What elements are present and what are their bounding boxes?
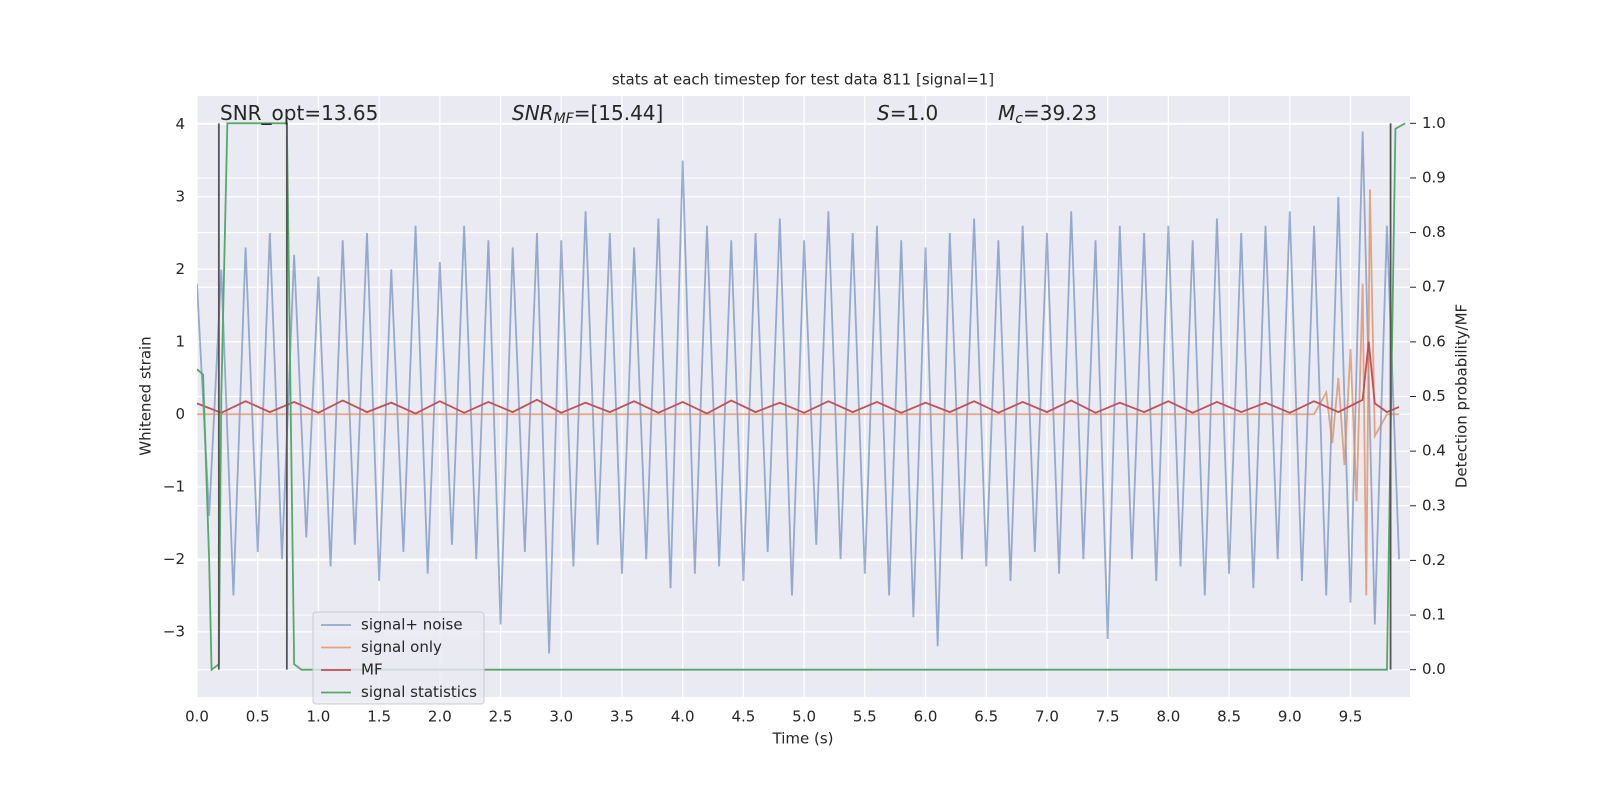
annotation: Mc=39.23 bbox=[998, 101, 1097, 128]
x-tick-label: 4.0 bbox=[671, 708, 695, 726]
series-line bbox=[197, 131, 1400, 654]
y2-tick-label: 0.6 bbox=[1422, 332, 1446, 350]
y-tick-label: 3 bbox=[175, 187, 185, 205]
series-line bbox=[197, 341, 1400, 415]
annotation: S=1.0 bbox=[877, 101, 938, 125]
x-tick-label: 3.5 bbox=[610, 708, 634, 726]
x-tick-label: 2.5 bbox=[489, 708, 513, 726]
x-tick-label: 4.5 bbox=[731, 708, 755, 726]
annotation-base: SNR_opt=13.65 bbox=[220, 101, 378, 125]
y-tick-label: 1 bbox=[175, 332, 185, 350]
x-tick-label: 5.0 bbox=[792, 708, 816, 726]
y2-tick-label: 0.4 bbox=[1422, 442, 1446, 460]
y2-tick-label: 0.7 bbox=[1422, 278, 1446, 296]
annotation-base: SNR bbox=[512, 101, 554, 125]
y-axis-label: Whitened strain bbox=[137, 336, 155, 455]
annotation-rest: =1.0 bbox=[890, 101, 939, 125]
y-tick-label: −1 bbox=[163, 477, 185, 495]
y2-tick-label: 1.0 bbox=[1422, 114, 1446, 132]
series-line bbox=[197, 122, 1406, 672]
x-tick-label: 7.0 bbox=[1035, 708, 1059, 726]
annotation-sub: MF bbox=[554, 111, 575, 127]
x-tick-label: 8.5 bbox=[1217, 708, 1241, 726]
y-tick-label: 4 bbox=[175, 115, 185, 133]
y2-tick-label: 0.0 bbox=[1422, 660, 1446, 678]
chart-title: stats at each timestep for test data 811… bbox=[612, 71, 994, 89]
legend-label: signal only bbox=[361, 638, 442, 656]
annotation: SNRMF=[15.44] bbox=[512, 101, 663, 128]
x-tick-label: 1.0 bbox=[306, 708, 330, 726]
annotation-base: M bbox=[998, 101, 1015, 125]
x-tick-label: 8.0 bbox=[1156, 708, 1180, 726]
legend-label: signal statistics bbox=[361, 683, 477, 701]
annotation-rest: =[15.44] bbox=[574, 101, 664, 125]
annotation: SNR_opt=13.65 bbox=[220, 101, 378, 125]
annotation-rest: =39.23 bbox=[1023, 101, 1097, 125]
x-tick-label: 6.5 bbox=[974, 708, 998, 726]
y2-tick-label: 0.8 bbox=[1422, 223, 1446, 241]
y2-tick-label: 0.9 bbox=[1422, 168, 1446, 186]
y2-tick-label: 0.3 bbox=[1422, 496, 1446, 514]
y2-tick-label: 0.5 bbox=[1422, 387, 1446, 405]
y2-axis-label: Detection probability/MF bbox=[1453, 304, 1471, 488]
legend-box bbox=[312, 611, 485, 705]
x-tick-label: 3.0 bbox=[549, 708, 573, 726]
x-tick-label: 9.5 bbox=[1339, 708, 1363, 726]
x-tick-label: 1.5 bbox=[367, 708, 391, 726]
legend-label: MF bbox=[361, 661, 383, 679]
annotation-base: S bbox=[877, 101, 890, 125]
annotation-sub: c bbox=[1015, 111, 1023, 127]
x-tick-label: 2.0 bbox=[428, 708, 452, 726]
y-tick-label: −3 bbox=[163, 622, 185, 640]
x-tick-label: 9.0 bbox=[1278, 708, 1302, 726]
y-tick-label: 0 bbox=[175, 405, 185, 423]
x-tick-label: 6.0 bbox=[914, 708, 938, 726]
x-tick-label: 0.5 bbox=[246, 708, 270, 726]
y2-tick-label: 0.2 bbox=[1422, 551, 1446, 569]
legend-label: signal+ noise bbox=[361, 616, 463, 634]
x-tick-label: 0.0 bbox=[185, 708, 209, 726]
x-axis-label: Time (s) bbox=[772, 730, 834, 748]
y2-tick-label: 0.1 bbox=[1422, 606, 1446, 624]
x-tick-label: 7.5 bbox=[1096, 708, 1120, 726]
y-tick-label: 2 bbox=[175, 260, 185, 278]
y-tick-label: −2 bbox=[163, 550, 185, 568]
x-tick-label: 5.5 bbox=[853, 708, 877, 726]
